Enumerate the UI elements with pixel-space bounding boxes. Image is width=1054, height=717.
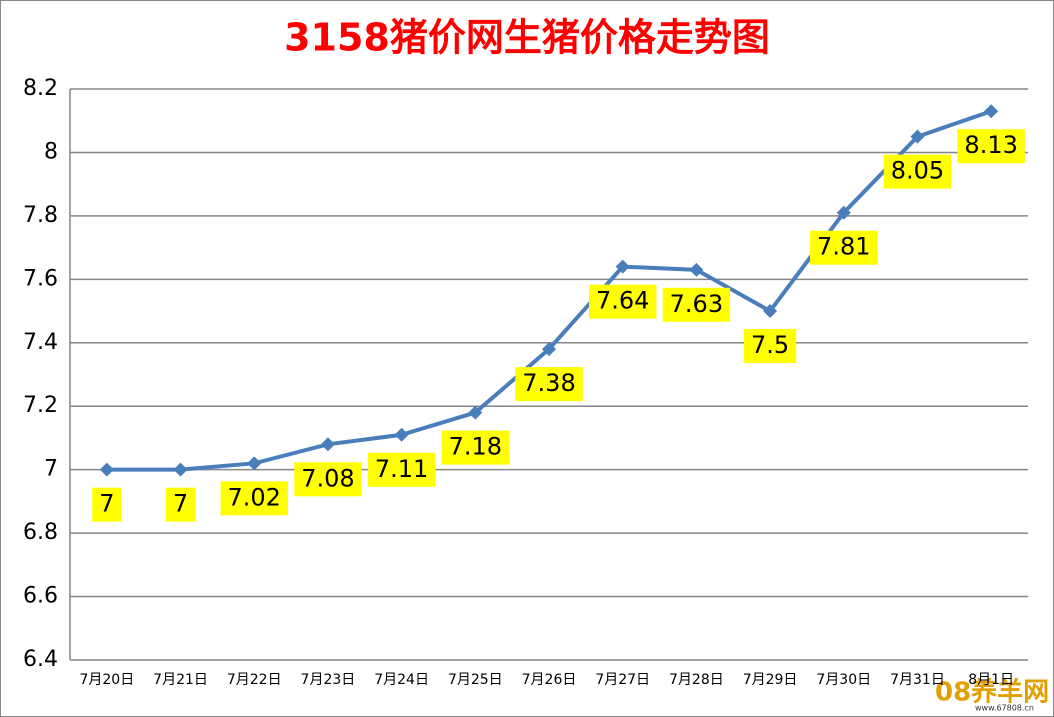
y-tick-label: 7.6	[23, 266, 58, 291]
data-label-group: 8.13	[957, 129, 1025, 164]
data-label-bg	[810, 230, 878, 265]
marker	[984, 104, 999, 119]
data-label-bg	[662, 287, 731, 322]
x-tick-label: 7月26日	[522, 672, 577, 688]
y-tick-label: 8	[44, 139, 58, 164]
data-label-bg	[367, 452, 436, 487]
marker	[468, 405, 483, 420]
watermark: 08养羊网	[935, 677, 1049, 708]
data-label: 8.13	[964, 131, 1017, 159]
data-label-bg	[92, 487, 122, 522]
data-label-bg	[957, 129, 1025, 164]
x-tick-label: 8月1日	[968, 672, 1014, 688]
y-tick-label: 6.8	[23, 520, 58, 545]
data-label: 7.18	[449, 433, 502, 461]
data-label: 7.08	[301, 464, 354, 492]
data-label-bg	[883, 154, 952, 189]
x-tick-label: 7月27日	[595, 672, 650, 688]
x-tick-label: 7月20日	[79, 672, 134, 688]
data-label: 7	[173, 490, 188, 518]
data-label-group: 7	[165, 487, 196, 522]
marker	[836, 205, 851, 220]
data-label: 7.63	[670, 290, 723, 318]
y-tick-label: 6.4	[23, 647, 58, 672]
data-label: 7.81	[817, 233, 870, 261]
marker	[689, 262, 704, 277]
x-tick-label: 7月21日	[153, 672, 208, 688]
chart-title: 3158猪价网生猪价格走势图	[284, 16, 770, 60]
data-label-group: 7.81	[810, 230, 878, 265]
y-tick-label: 7.4	[23, 330, 58, 355]
data-label: 7.02	[228, 483, 281, 511]
x-tick-label: 7月25日	[448, 672, 503, 688]
x-tick-label: 7月29日	[743, 672, 798, 688]
marker	[394, 427, 409, 442]
watermark-url: www.67808.cn	[975, 704, 1034, 713]
y-tick-label: 7.2	[23, 393, 58, 418]
data-label-bg	[294, 462, 362, 497]
x-tick-label: 7月23日	[301, 672, 356, 688]
y-tick-label: 6.6	[23, 584, 58, 609]
y-tick-label: 7.8	[23, 203, 58, 228]
data-label-bg	[588, 284, 657, 319]
data-label: 8.05	[891, 157, 944, 185]
data-label-group: 7.63	[662, 287, 731, 322]
data-label-group: 7.02	[220, 481, 288, 516]
x-tick-label: 7月28日	[669, 672, 724, 688]
marker	[763, 304, 778, 319]
data-label: 7.11	[375, 455, 428, 483]
data-label: 7.5	[751, 331, 789, 359]
data-label-bg	[165, 487, 196, 522]
data-label-bg	[441, 430, 510, 465]
x-tick-label: 7月30日	[816, 672, 871, 688]
marker	[173, 462, 188, 477]
data-label: 7.64	[596, 287, 649, 315]
marker	[542, 342, 556, 357]
data-label-group: 7.11	[367, 452, 436, 487]
data-label-bg	[220, 481, 288, 516]
marker	[99, 462, 114, 477]
data-label-group: 7.38	[515, 367, 583, 402]
data-label-bg	[515, 367, 583, 402]
y-tick-label: 7	[44, 457, 58, 482]
marker	[615, 259, 630, 274]
data-label: 7	[99, 490, 114, 518]
data-label-group: 7.5	[743, 329, 797, 364]
data-label-group: 7.08	[294, 462, 362, 497]
x-tick-label: 7月24日	[374, 672, 429, 688]
y-tick-label: 8.2	[23, 76, 58, 101]
data-label: 7.38	[522, 369, 575, 397]
data-label-group: 8.05	[883, 154, 952, 189]
data-label-bg	[743, 329, 797, 364]
data-label-group: 7.64	[588, 284, 657, 319]
marker	[320, 437, 335, 452]
data-label-group: 7	[92, 487, 122, 522]
marker	[247, 456, 262, 471]
x-tick-label: 7月31日	[890, 672, 945, 688]
marker	[910, 129, 925, 144]
x-tick-label: 7月22日	[227, 672, 282, 688]
data-label-group: 7.18	[441, 430, 510, 465]
